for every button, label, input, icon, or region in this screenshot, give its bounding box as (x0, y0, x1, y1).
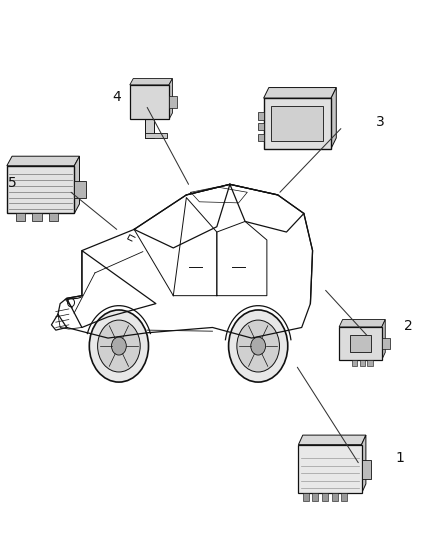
Text: 5: 5 (8, 176, 17, 190)
Bar (361, 459, 371, 479)
Bar (303, 494, 309, 501)
FancyBboxPatch shape (298, 445, 361, 494)
Bar (367, 360, 373, 366)
Bar (332, 494, 338, 501)
Polygon shape (130, 78, 173, 85)
Polygon shape (331, 87, 336, 149)
Bar (352, 360, 357, 366)
Bar (258, 112, 264, 120)
Polygon shape (339, 319, 385, 327)
Text: 4: 4 (113, 90, 121, 104)
Polygon shape (7, 156, 80, 166)
Bar (258, 134, 264, 141)
Bar (169, 96, 177, 109)
Circle shape (229, 310, 288, 382)
Bar (74, 181, 86, 198)
Polygon shape (361, 435, 366, 494)
Circle shape (112, 337, 126, 355)
Polygon shape (169, 78, 173, 119)
Bar (145, 133, 167, 138)
Text: 2: 2 (404, 319, 413, 333)
Circle shape (237, 320, 279, 372)
Polygon shape (382, 319, 385, 360)
FancyBboxPatch shape (272, 106, 323, 141)
Bar (49, 214, 58, 221)
Bar (360, 360, 365, 366)
Bar (382, 338, 390, 349)
Bar (322, 494, 328, 501)
Circle shape (251, 337, 265, 355)
Bar (258, 123, 264, 131)
Bar (145, 119, 154, 138)
Polygon shape (74, 156, 80, 214)
FancyBboxPatch shape (7, 166, 74, 214)
Text: 3: 3 (376, 115, 385, 130)
Polygon shape (264, 87, 336, 98)
Text: 1: 1 (395, 451, 404, 465)
FancyBboxPatch shape (264, 98, 331, 149)
FancyBboxPatch shape (339, 327, 382, 360)
Circle shape (98, 320, 140, 372)
Bar (32, 214, 42, 221)
Bar (312, 494, 318, 501)
Polygon shape (298, 435, 366, 445)
Bar (15, 214, 25, 221)
Circle shape (89, 310, 148, 382)
Bar (350, 335, 371, 352)
Bar (341, 494, 347, 501)
FancyBboxPatch shape (130, 85, 169, 119)
